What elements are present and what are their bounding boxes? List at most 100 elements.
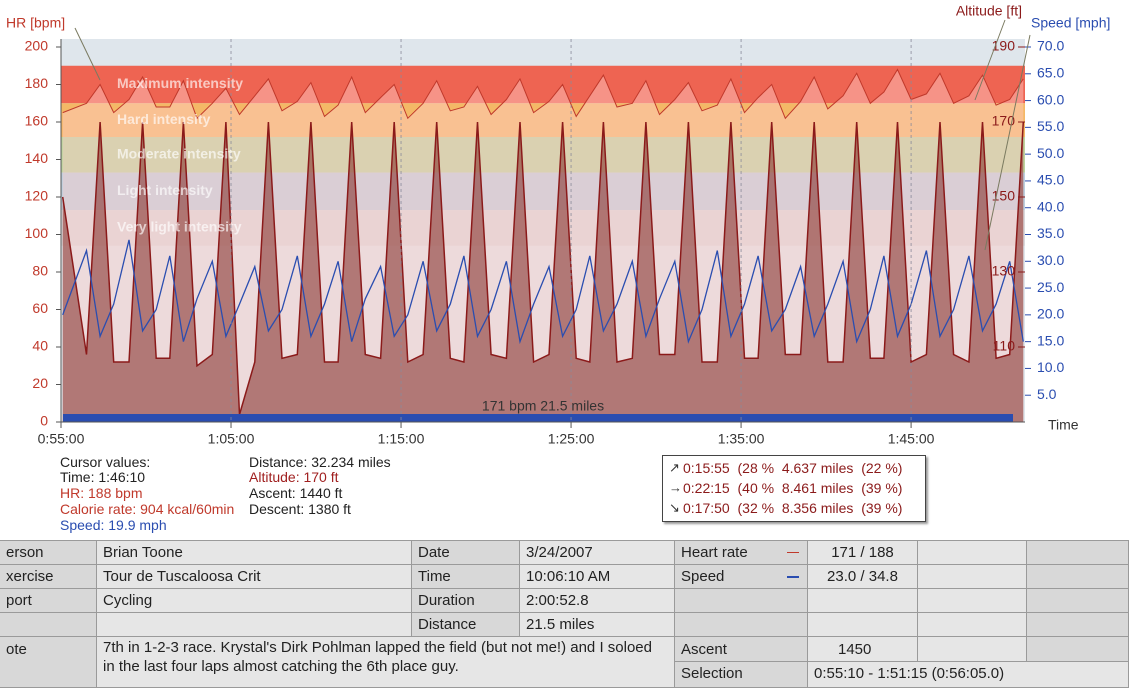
y3-tick-label: 60.0 xyxy=(1037,91,1064,107)
selection-text: 0:17:50 (32 % 8.356 miles (39 %) xyxy=(683,500,903,516)
value-cell: Cycling xyxy=(97,589,412,613)
y2-axis-label: Altitude [ft] xyxy=(956,3,1022,19)
value-cell: 2:00:52.8 xyxy=(520,589,675,613)
arrow-down: ↘ xyxy=(669,500,680,515)
x-tick-label: 1:25:00 xyxy=(548,431,595,447)
label-cell: port xyxy=(0,589,97,613)
value-cell: 0:55:10 - 1:51:15 (0:56:05.0) xyxy=(808,662,1129,688)
label-cell: Speed xyxy=(675,565,808,589)
zone-label: Very light intensity xyxy=(117,219,242,235)
cursor-distance: Distance: 32.234 miles xyxy=(249,454,391,470)
zone-label: Light intensity xyxy=(117,182,213,198)
speed-line xyxy=(62,239,1024,345)
empty-cell xyxy=(675,589,808,613)
value-cell: Tour de Tuscaloosa Crit xyxy=(97,565,412,589)
note-cell: 7th in 1-2-3 race. Krystal's Dirk Pohlma… xyxy=(97,637,675,688)
value-cell: Brian Toone xyxy=(97,541,412,565)
zone-label: Hard intensity xyxy=(117,111,211,127)
empty-cell xyxy=(1027,637,1129,662)
label-text: Heart rate xyxy=(681,544,748,561)
y-tick-label: 140 xyxy=(25,150,49,166)
hr-zone xyxy=(61,65,1025,104)
label-cell: Heart rate xyxy=(675,541,808,565)
empty-cell xyxy=(1027,613,1129,637)
cursor-descent: Descent: 1380 ft xyxy=(249,501,351,517)
y-tick-label: 200 xyxy=(25,38,49,54)
label-text: Speed xyxy=(681,568,725,585)
y-tick-label: 20 xyxy=(32,375,48,391)
arrow-up: ↗ xyxy=(669,460,680,475)
empty-cell xyxy=(1027,589,1129,613)
y3-axis-label: Speed [mph] xyxy=(1031,15,1110,31)
label-cell: xercise xyxy=(0,565,97,589)
y3-tick-label: 35.0 xyxy=(1037,225,1064,241)
y2-tick-label: 110 xyxy=(993,338,1016,354)
selection-text: 0:15:55 (28 % 4.637 miles (22 %) xyxy=(683,460,903,476)
altitude-line xyxy=(61,121,1025,415)
y2-tick-label: 190 xyxy=(992,38,1016,54)
x-tick-label: 1:05:00 xyxy=(208,431,255,447)
y2-tick-label: 130 xyxy=(992,263,1016,279)
y-tick-label: 80 xyxy=(32,263,48,279)
y3-tick-label: 30.0 xyxy=(1037,252,1064,268)
y3-tick-label: 15.0 xyxy=(1037,332,1064,348)
empty-cell xyxy=(1027,565,1129,589)
selection-text: 0:22:15 (40 % 8.461 miles (39 %) xyxy=(683,480,903,496)
y2-tick-label: 170 xyxy=(992,113,1016,129)
y-tick-label: 160 xyxy=(25,113,49,129)
selection-row: → 0:22:15 (40 % 8.461 miles (39 %) xyxy=(669,480,919,498)
label-cell: Date xyxy=(412,541,520,565)
y-tick-label: 100 xyxy=(25,225,49,241)
hr-zone xyxy=(61,103,1025,137)
y-tick-label: 180 xyxy=(25,75,49,91)
value-cell: 23.0 / 34.8 xyxy=(808,565,918,589)
x-axis-label: Time xyxy=(1048,417,1079,433)
leader-line xyxy=(984,34,1031,251)
y3-tick-label: 55.0 xyxy=(1037,118,1064,134)
hr-line xyxy=(62,68,1024,120)
cursor-ascent: Ascent: 1440 ft xyxy=(249,485,343,501)
y3-tick-label: 45.0 xyxy=(1037,172,1064,188)
altitude-area xyxy=(62,122,1024,422)
empty-cell xyxy=(808,589,918,613)
label-cell: Duration xyxy=(412,589,520,613)
value-cell: 3/24/2007 xyxy=(520,541,675,565)
cursor-hr: HR: 188 bpm xyxy=(60,485,143,501)
x-tick-label: 1:15:00 xyxy=(378,431,425,447)
y3-tick-label: 70.0 xyxy=(1037,38,1064,54)
value-cell: 1450 xyxy=(808,637,918,662)
leader-line xyxy=(74,27,101,81)
info-table: erson Brian Toone Date 3/24/2007 Heart r… xyxy=(0,540,1129,688)
x-tick-label: 0:55:00 xyxy=(38,431,85,447)
cursor-time: Time: 1:46:10 xyxy=(60,469,146,485)
y-tick-label: 120 xyxy=(25,188,49,204)
zone-label: Maximum intensity xyxy=(117,75,243,91)
y3-tick-label: 20.0 xyxy=(1037,306,1064,322)
value-cell: 10:06:10 AM xyxy=(520,565,675,589)
y-tick-label: 0 xyxy=(40,413,48,429)
label-cell: Time xyxy=(412,565,520,589)
value-cell: 171 / 188 xyxy=(808,541,918,565)
empty-cell xyxy=(97,613,412,637)
empty-cell xyxy=(918,565,1027,589)
selection-box: ↗ 0:15:55 (28 % 4.637 miles (22 %) → 0:22:… xyxy=(662,455,926,522)
empty-cell xyxy=(808,613,918,637)
y-axis-label: HR [bpm] xyxy=(6,15,65,31)
chart: 171 bpm 21.5 miles Maximum intensity Hard … xyxy=(6,3,1110,447)
empty-cell xyxy=(918,613,1027,637)
summary-label: 171 bpm 21.5 miles xyxy=(482,398,604,414)
cursor-calorie: Calorie rate: 904 kcal/60min xyxy=(60,501,235,517)
y-tick-label: 40 xyxy=(32,338,48,354)
cursor-altitude: Altitude: 170 ft xyxy=(249,469,339,485)
y3-tick-label: 50.0 xyxy=(1037,145,1064,161)
legend-swatch xyxy=(787,576,799,578)
empty-cell xyxy=(675,613,808,637)
legend-swatch xyxy=(787,552,799,553)
cursor-title: Cursor values: xyxy=(60,454,151,470)
zone-label: Moderate intensity xyxy=(117,146,241,162)
y-tick-label: 60 xyxy=(32,300,48,316)
empty-cell xyxy=(918,541,1027,565)
selection-row: ↗ 0:15:55 (28 % 4.637 miles (22 %) xyxy=(669,460,919,478)
label-cell: Distance xyxy=(412,613,520,637)
summary-bar xyxy=(63,414,1013,422)
